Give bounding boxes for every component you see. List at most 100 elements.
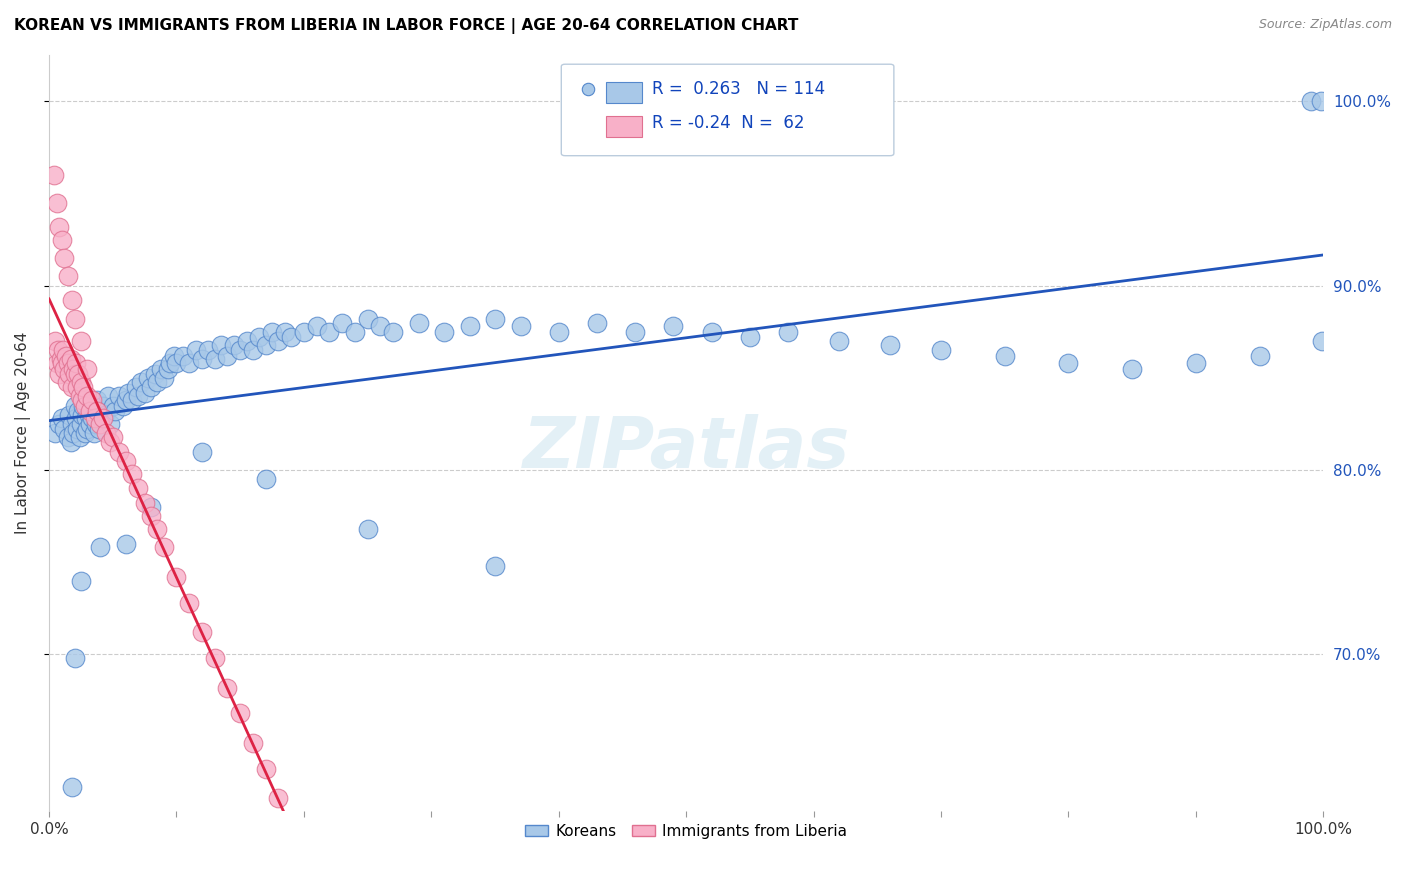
Point (56, 430, 79, 444)
Point (82, 392, 104, 407)
Point (217, 681, 239, 695)
Point (96, 426, 118, 441)
Legend: Koreans, Immigrants from Liberia: Koreans, Immigrants from Liberia (519, 818, 853, 845)
Point (828, 334, 851, 348)
Point (44, 334, 66, 348)
Point (172, 349, 194, 363)
Point (45, 356, 67, 370)
Point (83, 426, 105, 441)
Point (89, 541, 111, 555)
Point (222, 337, 245, 351)
Point (343, 325, 366, 339)
Point (433, 325, 456, 339)
Point (166, 570, 188, 584)
Point (1249, 349, 1271, 363)
Point (370, 319, 392, 334)
Point (53, 361, 76, 376)
Point (184, 343, 207, 358)
Point (204, 352, 226, 367)
Point (104, 404, 127, 418)
Point (274, 325, 297, 339)
Point (77, 408, 100, 422)
Point (547, 325, 569, 339)
Point (65, 411, 87, 425)
Point (143, 367, 166, 381)
Point (48, 417, 70, 431)
Point (484, 558, 506, 573)
Point (267, 791, 290, 805)
Point (662, 319, 685, 334)
Point (60, 380, 83, 394)
Point (292, 325, 315, 339)
Point (114, 537, 136, 551)
Point (217, 349, 239, 363)
Point (458, 319, 481, 334)
Text: KOREAN VS IMMIGRANTS FROM LIBERIA IN LABOR FORCE | AGE 20-64 CORRELATION CHART: KOREAN VS IMMIGRANTS FROM LIBERIA IN LAB… (14, 18, 799, 34)
Point (44, 426, 66, 441)
Point (94, 408, 117, 422)
Point (197, 343, 219, 358)
Point (229, 706, 252, 721)
Point (70, 392, 93, 407)
Point (121, 467, 143, 481)
Point (51, 233, 73, 247)
Point (56, 375, 79, 389)
Point (46, 343, 69, 358)
Point (242, 343, 264, 358)
Point (738, 330, 761, 344)
Point (86, 392, 108, 407)
Point (56, 269, 79, 284)
Point (204, 651, 226, 665)
Point (138, 371, 160, 385)
Point (76, 361, 98, 376)
Point (75, 411, 97, 425)
Point (280, 330, 302, 344)
Point (97, 389, 120, 403)
Point (76, 389, 98, 403)
Point (127, 389, 149, 403)
Point (63, 311, 86, 326)
Point (1299, 94, 1322, 108)
Point (48, 367, 70, 381)
Point (60, 417, 83, 431)
Point (624, 325, 647, 339)
Point (1057, 356, 1080, 370)
Point (247, 330, 270, 344)
Point (62, 361, 84, 376)
Point (191, 625, 214, 640)
Text: Source: ZipAtlas.com: Source: ZipAtlas.com (1258, 18, 1392, 31)
Point (58, 367, 80, 381)
Point (73, 399, 96, 413)
Point (70, 375, 93, 389)
Y-axis label: In Labor Force | Age 20-64: In Labor Force | Age 20-64 (15, 332, 31, 534)
Point (156, 361, 179, 376)
Point (179, 356, 201, 370)
Point (66, 380, 89, 394)
Point (778, 325, 800, 339)
Point (60, 293, 83, 308)
Point (139, 500, 162, 514)
Point (59, 352, 82, 367)
Point (117, 385, 139, 400)
Point (84, 417, 107, 431)
Point (484, 311, 506, 326)
Point (146, 522, 169, 536)
Text: R =  0.263   N = 114: R = 0.263 N = 114 (652, 80, 825, 98)
Point (108, 444, 131, 458)
Point (58, 408, 80, 422)
Point (191, 352, 214, 367)
Point (576, 178, 599, 192)
Point (235, 334, 257, 348)
FancyBboxPatch shape (561, 64, 894, 156)
Point (44, 168, 66, 182)
Point (1309, 94, 1331, 108)
Point (139, 380, 162, 394)
Point (879, 337, 901, 351)
Point (280, 817, 302, 831)
Point (70, 574, 93, 588)
Point (51, 356, 73, 370)
Point (267, 334, 290, 348)
Point (55, 349, 77, 363)
Point (114, 392, 136, 407)
Point (305, 319, 328, 334)
